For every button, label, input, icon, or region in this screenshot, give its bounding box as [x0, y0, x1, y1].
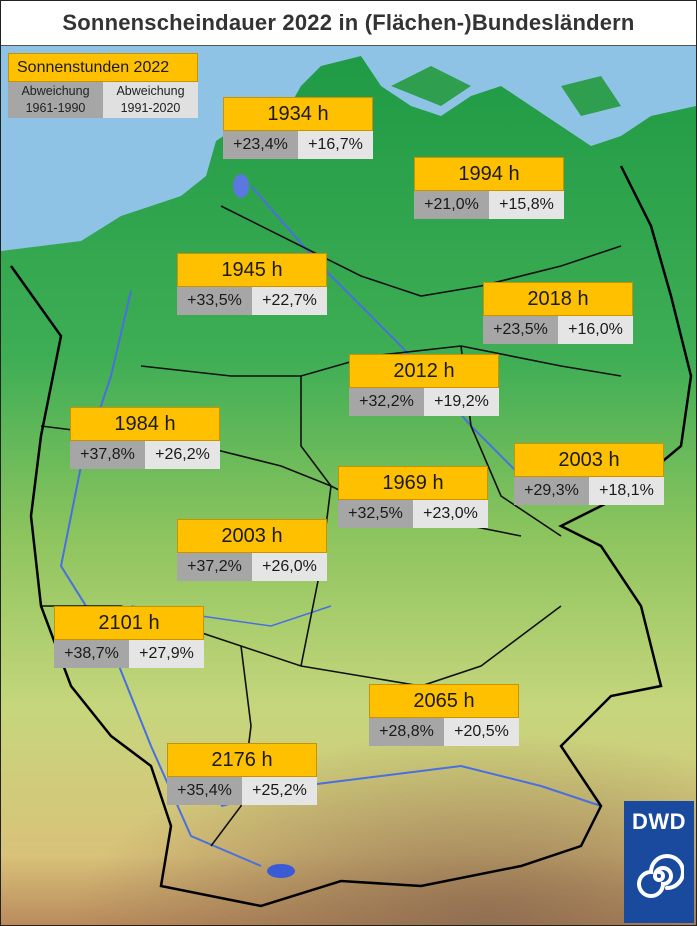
deviation-1961-1990: +28,8%: [369, 718, 444, 746]
legend-row: Abweichung 1961-1990 Abweichung 1991-202…: [8, 82, 198, 118]
hours-label: 1994 h: [414, 157, 564, 191]
stat-box-bayern: 2065 h +28,8% +20,5%: [369, 684, 519, 746]
deviation-1991-2020: +26,0%: [252, 553, 327, 581]
hours-label: 1934 h: [223, 97, 373, 131]
elbe-estuary: [233, 174, 249, 198]
map-title: Sonnenscheindauer 2022 in (Flächen-)Bund…: [1, 1, 696, 46]
hours-label: 2065 h: [369, 684, 519, 718]
stat-box-rheinland-pfalz-saarland: 2101 h +38,7% +27,9%: [54, 606, 204, 668]
deviation-1961-1990: +33,5%: [177, 287, 252, 315]
lake-constance: [267, 864, 295, 878]
spiral-icon: [637, 854, 684, 898]
deviation-1961-1990: +35,4%: [167, 777, 242, 805]
stat-box-sachsen: 2003 h +29,3% +18,1%: [514, 443, 664, 505]
deviation-1991-2020: +15,8%: [489, 191, 564, 219]
deviation-1991-2020: +23,0%: [413, 500, 488, 528]
stat-box-sachsen-anhalt: 2012 h +32,2% +19,2%: [349, 354, 499, 416]
stat-box-niedersachsen-bremen: 1945 h +33,5% +22,7%: [177, 253, 327, 315]
legend: Sonnenstunden 2022 Abweichung 1961-1990 …: [8, 53, 198, 118]
deviation-1961-1990: +37,2%: [177, 553, 252, 581]
legend-col1-line2: 1961-1990: [25, 101, 86, 115]
deviation-1961-1990: +38,7%: [54, 640, 129, 668]
deviation-1991-2020: +19,2%: [424, 388, 499, 416]
stat-box-schleswig-holstein-hamburg: 1934 h +23,4% +16,7%: [223, 97, 373, 159]
deviation-1991-2020: +16,0%: [558, 316, 633, 344]
deviation-1991-2020: +26,2%: [145, 441, 220, 469]
dwd-logo: DWD: [624, 801, 694, 923]
stat-box-hessen: 2003 h +37,2% +26,0%: [177, 519, 327, 581]
stat-box-mecklenburg-vorpommern: 1994 h +21,0% +15,8%: [414, 157, 564, 219]
deviation-1991-2020: +27,9%: [129, 640, 204, 668]
hours-label: 2012 h: [349, 354, 499, 388]
hours-label: 2176 h: [167, 743, 317, 777]
legend-deviation-1961-1990: Abweichung 1961-1990: [8, 82, 103, 118]
legend-col2-line2: 1991-2020: [120, 101, 181, 115]
deviation-1961-1990: +21,0%: [414, 191, 489, 219]
deviation-1991-2020: +16,7%: [298, 131, 373, 159]
legend-deviation-1991-2020: Abweichung 1991-2020: [103, 82, 198, 118]
stat-box-nordrhein-westfalen: 1984 h +37,8% +26,2%: [70, 407, 220, 469]
stat-box-thueringen: 1969 h +32,5% +23,0%: [338, 466, 488, 528]
deviation-1991-2020: +22,7%: [252, 287, 327, 315]
hours-label: 1969 h: [338, 466, 488, 500]
deviation-1961-1990: +23,5%: [483, 316, 558, 344]
stat-box-brandenburg-berlin: 2018 h +23,5% +16,0%: [483, 282, 633, 344]
legend-title: Sonnenstunden 2022: [8, 53, 198, 82]
deviation-1961-1990: +29,3%: [514, 477, 589, 505]
deviation-1991-2020: +25,2%: [242, 777, 317, 805]
deviation-1961-1990: +37,8%: [70, 441, 145, 469]
deviation-1991-2020: +18,1%: [589, 477, 664, 505]
stat-box-baden-wuerttemberg: 2176 h +35,4% +25,2%: [167, 743, 317, 805]
deviation-1961-1990: +32,2%: [349, 388, 424, 416]
dwd-logo-text: DWD: [631, 809, 687, 834]
river-elbe: [250, 185, 542, 497]
deviation-1961-1990: +32,5%: [338, 500, 413, 528]
hours-label: 2018 h: [483, 282, 633, 316]
hours-label: 1945 h: [177, 253, 327, 287]
deviation-1961-1990: +23,4%: [223, 131, 298, 159]
hours-label: 1984 h: [70, 407, 220, 441]
legend-col1-line1: Abweichung: [21, 84, 90, 98]
hours-label: 2003 h: [514, 443, 664, 477]
deviation-1991-2020: +20,5%: [444, 718, 519, 746]
legend-col2-line1: Abweichung: [116, 84, 185, 98]
baltic-islands: [391, 66, 621, 116]
hours-label: 2003 h: [177, 519, 327, 553]
hours-label: 2101 h: [54, 606, 204, 640]
